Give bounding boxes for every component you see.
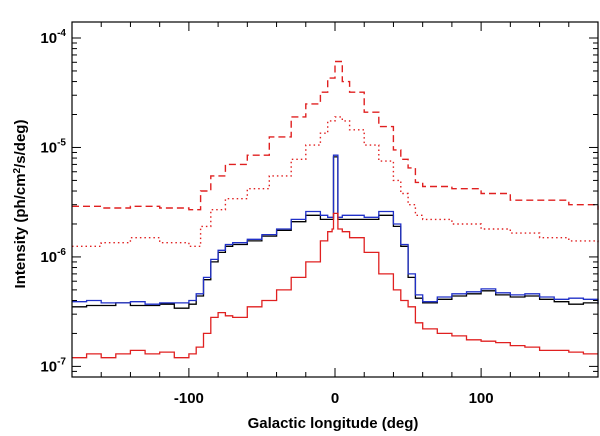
y-axis-title-main: Intensity (ph/cm: [12, 173, 29, 288]
series-layer: [72, 60, 599, 359]
series-line-red-dashed: [72, 60, 599, 211]
y-tick-label: 10-6: [40, 247, 66, 266]
series-line-red-solid: [72, 212, 598, 359]
series-line-blue: [72, 154, 599, 305]
x-tick-label: -100: [174, 390, 204, 407]
y-axis-title-superscript: 2: [12, 167, 23, 173]
y-tick-label: 10-4: [40, 28, 66, 47]
y-tick-label-base: 10: [40, 249, 57, 266]
x-tick-label: 0: [331, 390, 339, 407]
y-tick-label: 10-5: [40, 137, 66, 156]
y-axis-title-tail: /s/deg): [12, 120, 29, 168]
x-tick-label: 100: [469, 390, 494, 407]
x-axis-title: Galactic longitude (deg): [248, 415, 419, 432]
y-tick-label-exponent: -4: [57, 28, 66, 39]
y-tick-label-exponent: -6: [57, 247, 66, 258]
y-tick-label-base: 10: [40, 30, 57, 47]
y-tick-label: 10-7: [40, 356, 66, 375]
y-tick-label-base: 10: [40, 139, 57, 156]
y-tick-label-base: 10: [40, 358, 57, 375]
y-tick-label-exponent: -7: [57, 356, 66, 367]
y-tick-label-exponent: -5: [57, 137, 66, 148]
y-axis-title: Intensity (ph/cm2/s/deg): [12, 120, 30, 289]
